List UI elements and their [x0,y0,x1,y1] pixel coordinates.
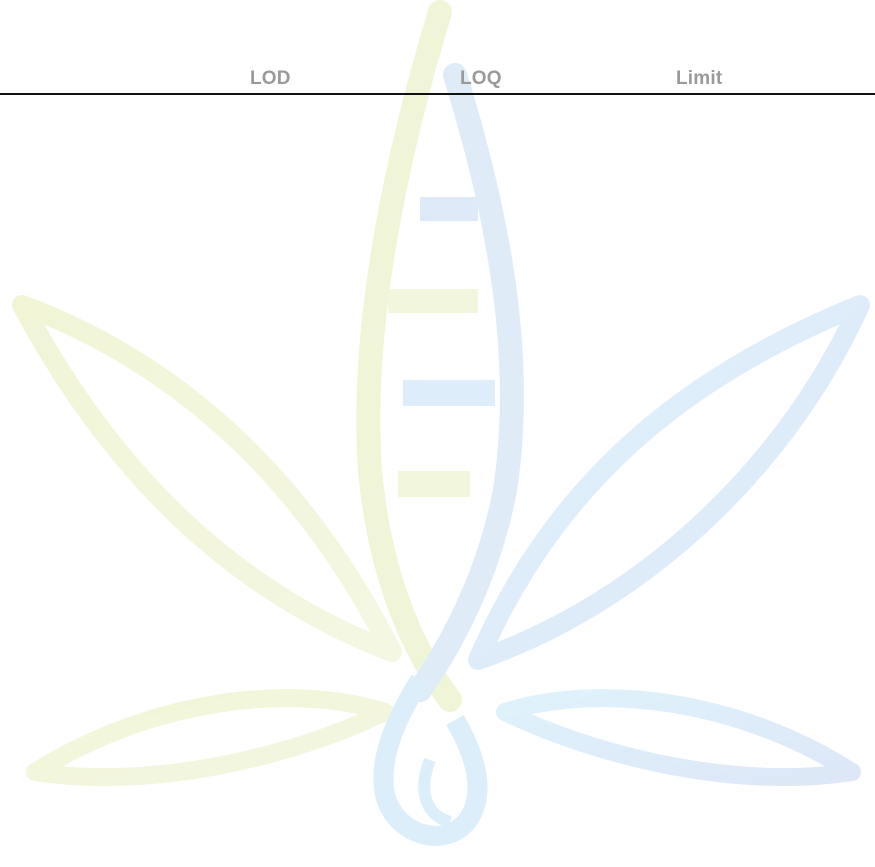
dna-rungs-icon [388,197,495,497]
table-header-row: LOD LOQ Limit [0,60,875,95]
column-header-loq: LOQ [460,68,502,89]
droplet-icon [373,674,488,846]
left-leaf-icon [12,295,402,662]
column-header-lod: LOD [250,68,291,89]
right-leaf-icon [468,295,870,670]
right-lower-leaf-icon [496,689,861,787]
column-header-limit: Limit [676,68,723,89]
center-leaf-left-half-icon [356,0,462,712]
header-divider [0,93,875,95]
center-leaf-right-half-icon [408,63,524,702]
left-lower-leaf-icon [26,689,394,787]
